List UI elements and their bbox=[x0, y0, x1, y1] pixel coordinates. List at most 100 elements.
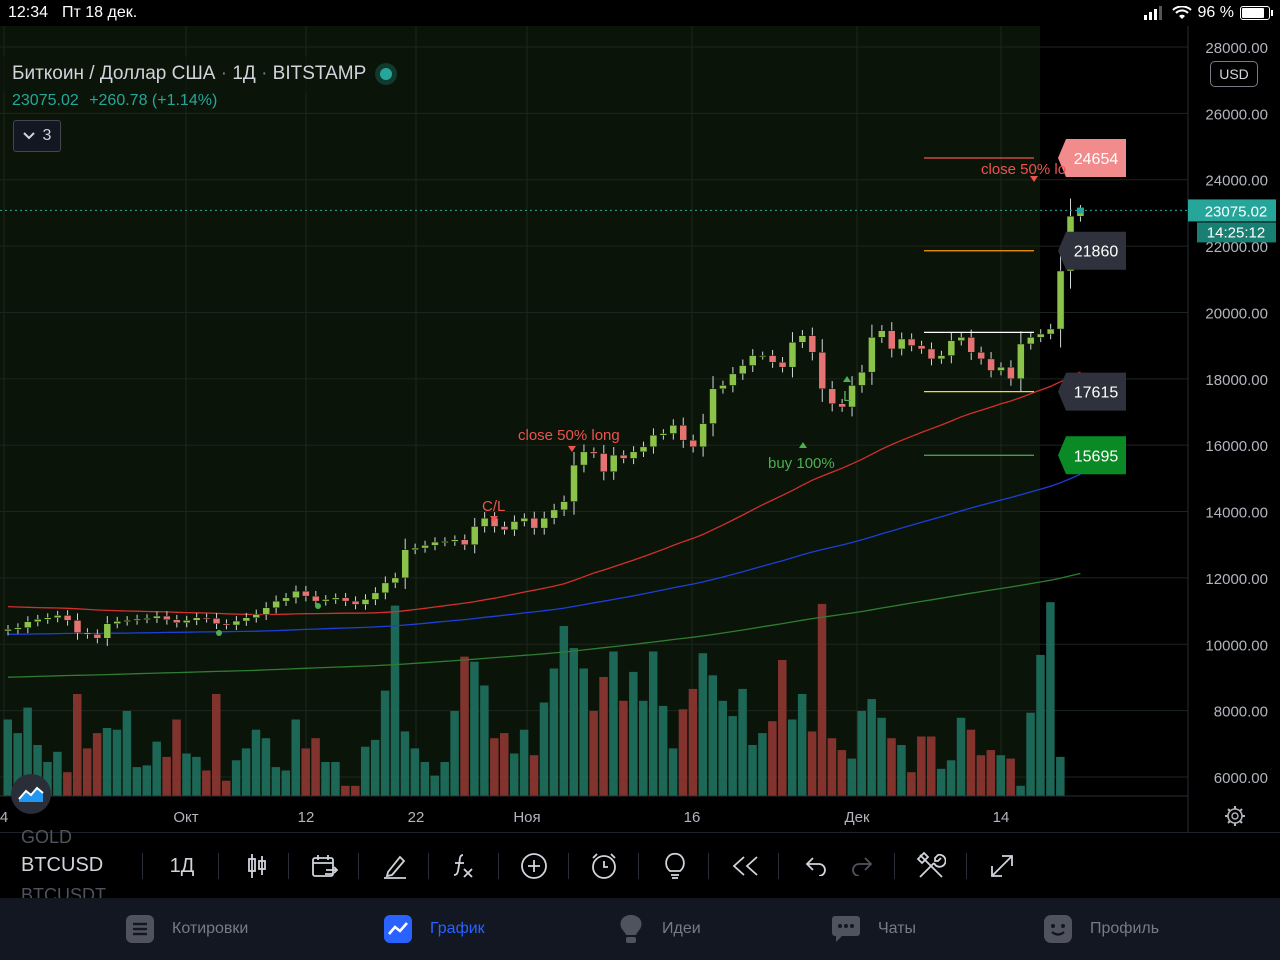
compare-icon[interactable] bbox=[308, 850, 342, 882]
candle-body bbox=[53, 615, 62, 618]
candle-body bbox=[739, 365, 747, 375]
redo-icon[interactable] bbox=[848, 850, 876, 882]
candle-body bbox=[788, 342, 797, 368]
tab-ideas[interactable]: Идеи bbox=[618, 912, 701, 946]
candle-body bbox=[302, 590, 310, 597]
volume-bar bbox=[926, 736, 936, 796]
volume-bar bbox=[827, 738, 837, 796]
volume-bar bbox=[877, 717, 886, 796]
candle-body bbox=[470, 526, 479, 545]
candle-body bbox=[1007, 366, 1015, 380]
candle-body bbox=[580, 451, 588, 466]
volume-bar bbox=[897, 745, 906, 796]
current-price-box bbox=[1188, 199, 1276, 222]
volume-bar bbox=[758, 733, 767, 796]
volume-bar bbox=[1026, 712, 1035, 796]
volume-bar bbox=[837, 750, 847, 796]
candle-body bbox=[570, 464, 578, 502]
volume-bar bbox=[470, 661, 479, 796]
candle-body bbox=[1046, 328, 1055, 335]
candle-body bbox=[431, 541, 439, 546]
y-axis-tick: 22000.00 bbox=[1205, 239, 1268, 256]
price-change: +260.78 (+1.14%) bbox=[89, 92, 218, 109]
volume-bar bbox=[142, 765, 152, 796]
candle-body bbox=[123, 620, 131, 622]
chart-area[interactable]: 24654 21860 17615 15695 close 50% long C/L bu… bbox=[0, 26, 1280, 832]
candle-body bbox=[242, 617, 251, 622]
draw-icon[interactable] bbox=[378, 850, 412, 882]
volume-bar bbox=[678, 709, 688, 796]
symbol-selector[interactable]: BTCUSD bbox=[21, 854, 104, 876]
fullscreen-icon[interactable] bbox=[986, 850, 1018, 882]
add-icon[interactable] bbox=[518, 850, 550, 882]
indicators-toggle-button[interactable]: 3 bbox=[13, 120, 61, 152]
candle-body bbox=[957, 337, 966, 341]
symbol-title: Биткоин / Доллар США · 1Д · BITSTAMP bbox=[12, 63, 367, 84]
market-open-dot bbox=[380, 68, 393, 80]
candle-body bbox=[888, 330, 896, 350]
symbol-prev[interactable]: GOLD bbox=[21, 827, 73, 847]
candle-body bbox=[441, 541, 449, 543]
volume-bar bbox=[668, 748, 678, 796]
volume-bar bbox=[648, 651, 658, 796]
replay-icon[interactable] bbox=[728, 850, 762, 882]
volume-bar bbox=[331, 762, 340, 796]
tab-chart[interactable]: График bbox=[384, 912, 485, 946]
volume-bar bbox=[132, 767, 142, 796]
tab-profile[interactable]: Профиль bbox=[1044, 912, 1159, 946]
indicators-count: 3 bbox=[42, 127, 52, 144]
y-axis-tick: 12000.00 bbox=[1205, 571, 1268, 588]
tab-chats[interactable]: Чаты bbox=[832, 912, 916, 946]
tools-icon[interactable] bbox=[914, 850, 948, 882]
candles-icon[interactable] bbox=[240, 850, 274, 882]
candle-body bbox=[967, 337, 975, 353]
interval-button[interactable]: 1Д bbox=[169, 854, 195, 877]
volume-bar bbox=[519, 729, 529, 796]
volume-bar bbox=[529, 755, 539, 796]
volume-bar bbox=[430, 775, 439, 796]
volume-bar bbox=[599, 677, 608, 796]
volume-bar bbox=[202, 770, 211, 796]
volume-bar bbox=[152, 741, 161, 796]
candle-body bbox=[838, 403, 846, 408]
candle-body bbox=[848, 385, 856, 408]
undo-icon[interactable] bbox=[802, 850, 830, 882]
candle-body bbox=[381, 582, 390, 594]
profile-icon bbox=[1044, 915, 1072, 943]
bottom-tab-bar: Котировки График Идеи Чаты Профиль bbox=[0, 898, 1280, 960]
alert-icon[interactable] bbox=[588, 850, 620, 882]
chat-icon bbox=[832, 916, 860, 942]
candle-body bbox=[520, 517, 529, 522]
volume-bar bbox=[768, 721, 777, 796]
currency-button[interactable]: USD bbox=[1210, 61, 1258, 87]
volume-bar bbox=[440, 762, 449, 796]
indicators-icon[interactable] bbox=[448, 850, 478, 882]
volume-bar bbox=[698, 653, 708, 796]
candle-body bbox=[798, 335, 807, 343]
volume-bar bbox=[301, 748, 310, 796]
volume-bar bbox=[887, 738, 896, 796]
annotation-l: L bbox=[843, 388, 851, 405]
volume-bar bbox=[847, 758, 857, 796]
price-chart[interactable]: 24654 21860 17615 15695 close 50% long C/L bu… bbox=[0, 26, 1280, 832]
chart-logo-button[interactable] bbox=[11, 774, 51, 814]
chart-settings-icon[interactable] bbox=[1225, 806, 1245, 826]
volume-bar bbox=[122, 711, 132, 796]
candle-body bbox=[143, 618, 151, 620]
ideas-icon[interactable] bbox=[660, 850, 690, 882]
volume-bar bbox=[509, 753, 519, 796]
tab-quotes[interactable]: Котировки bbox=[126, 912, 248, 946]
volume-bar bbox=[797, 694, 807, 796]
volume-bar bbox=[311, 738, 320, 796]
candle-body bbox=[858, 371, 866, 386]
status-time: 12:34 bbox=[8, 4, 49, 21]
status-bar: 12:34 Пт 18 дек. 96 % bbox=[0, 0, 1280, 26]
volume-bar bbox=[370, 739, 380, 796]
volume-bar bbox=[271, 767, 281, 796]
candle-body bbox=[927, 348, 936, 360]
volume-bar bbox=[3, 719, 12, 796]
volume-bar bbox=[688, 688, 698, 796]
status-date: Пт 18 дек. bbox=[62, 4, 138, 21]
candle-body bbox=[133, 618, 141, 621]
chart-legend[interactable]: Биткоин / Доллар США · 1Д · BITSTAMP bbox=[0, 56, 405, 92]
